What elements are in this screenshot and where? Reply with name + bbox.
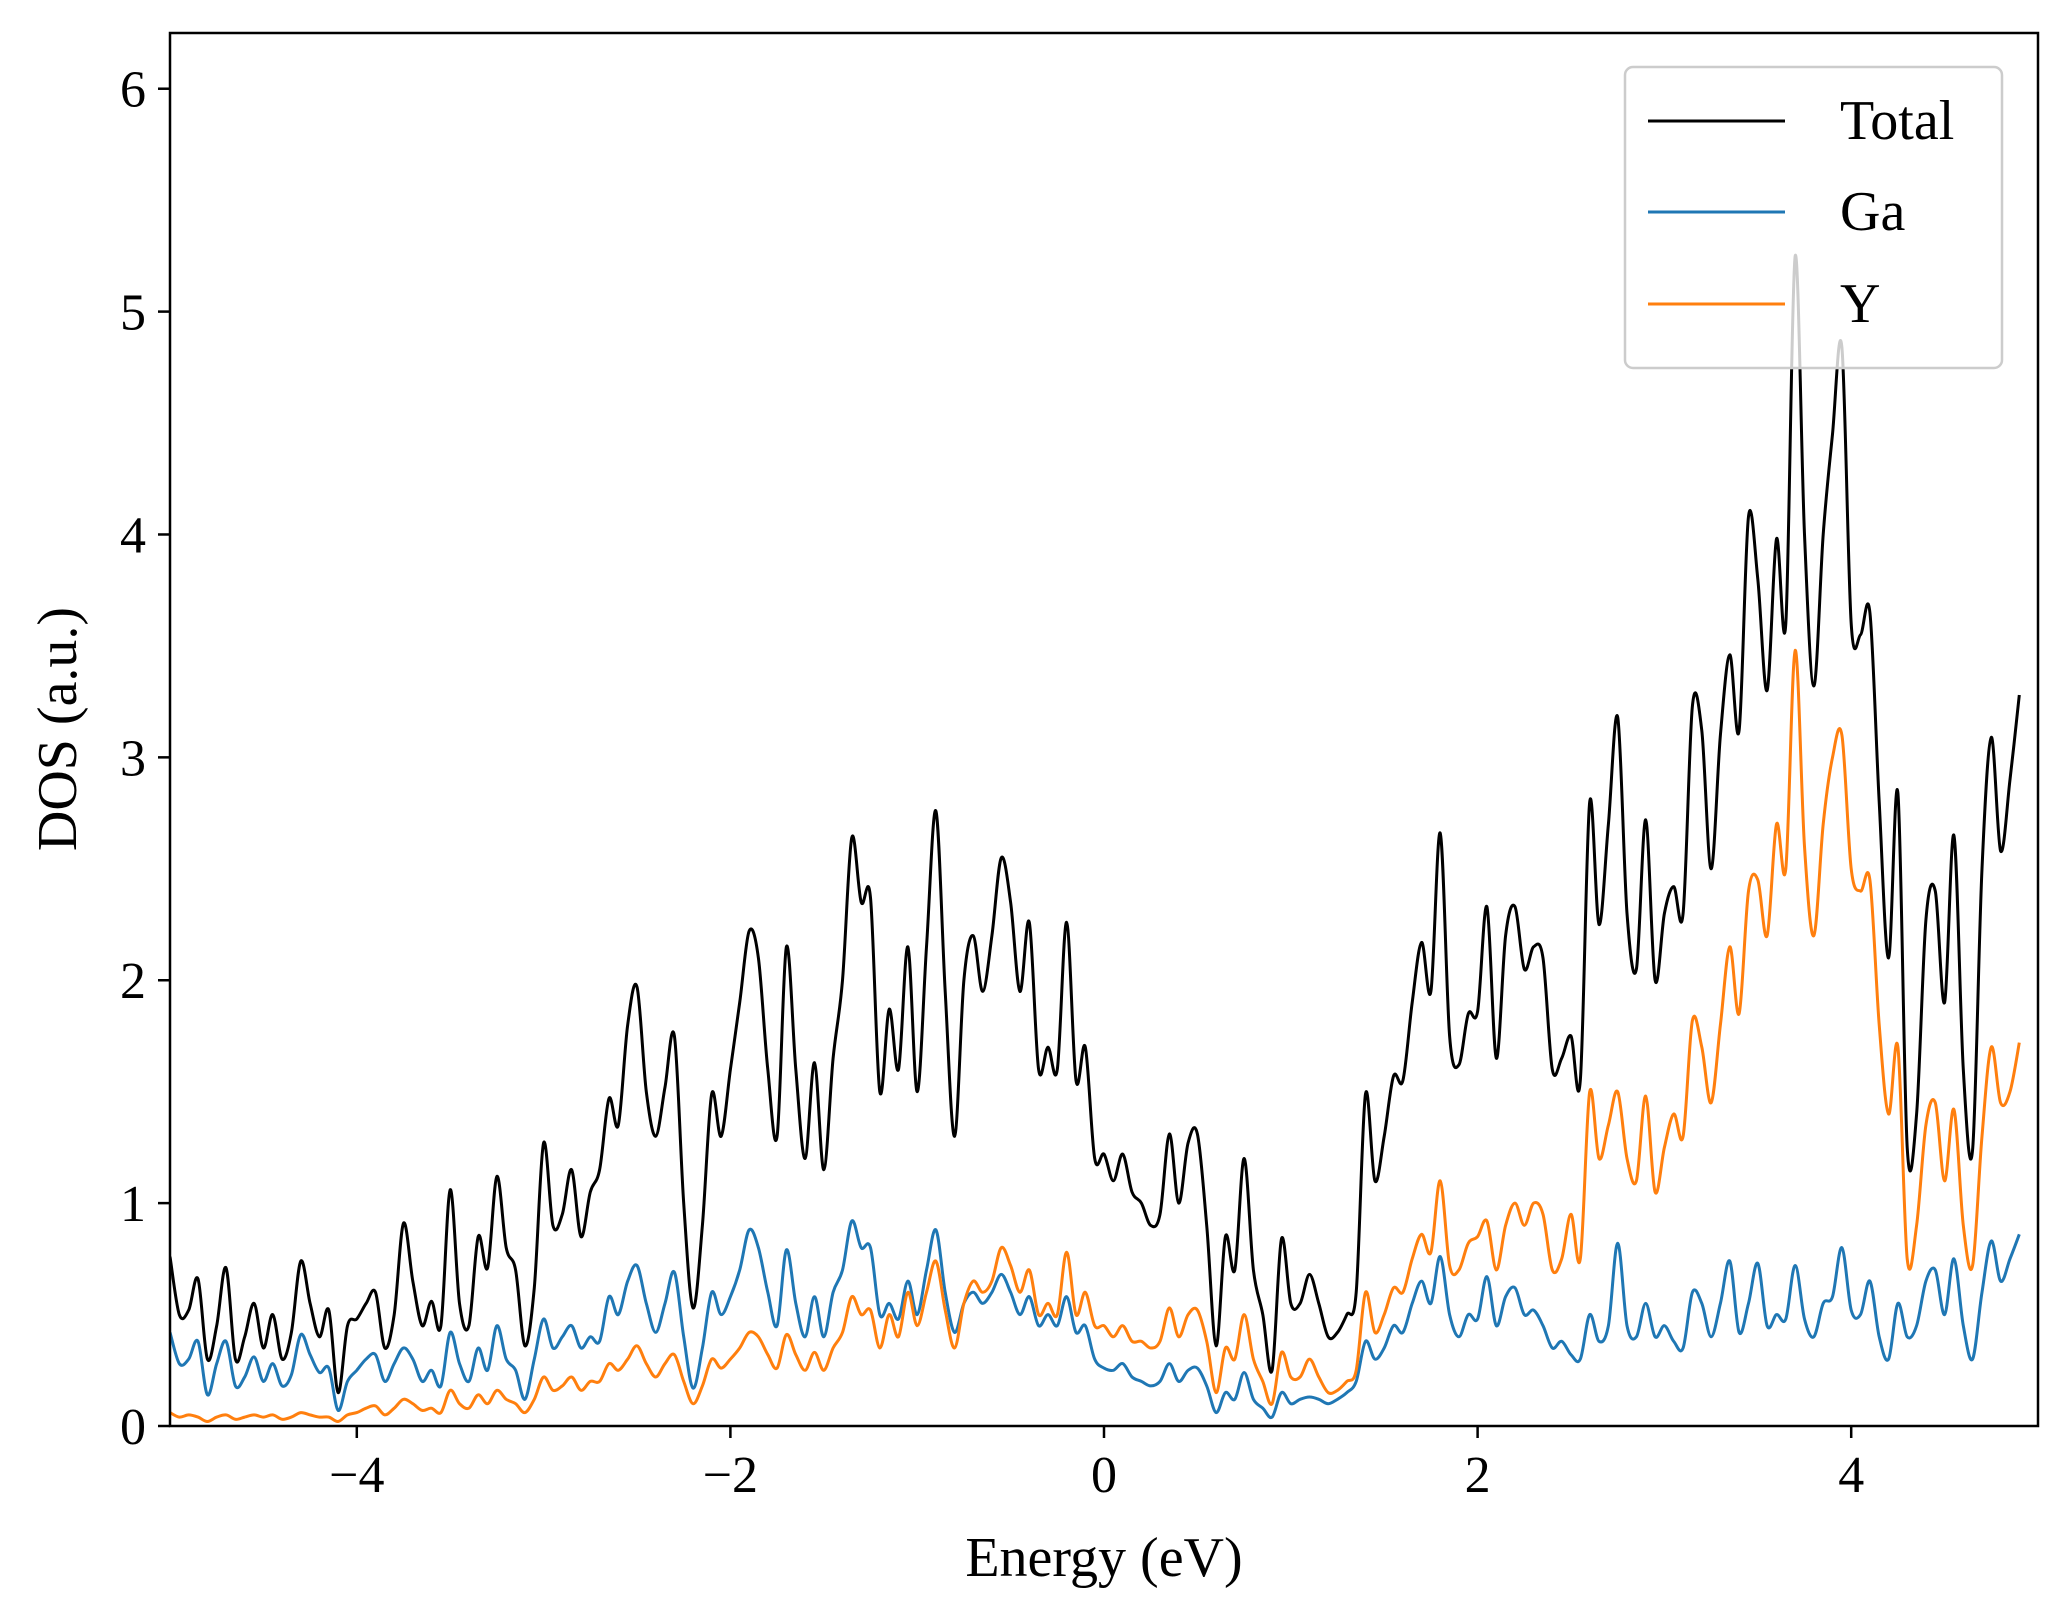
series-line-ga: [170, 1219, 2021, 1420]
y-tick-label: 6: [120, 62, 146, 119]
series-line-y: [170, 648, 2021, 1423]
x-axis-label: Energy (eV): [965, 1527, 1242, 1589]
x-tick-label: −2: [703, 1447, 758, 1504]
legend-label-y: Y: [1840, 273, 1880, 335]
x-axis: −4 −2 0 2 4: [329, 1426, 1864, 1504]
y-tick-label: 3: [120, 730, 146, 787]
y-tick-label: 4: [120, 507, 146, 564]
x-tick-label: 2: [1465, 1447, 1491, 1504]
series-line-total: [170, 254, 2021, 1395]
y-tick-label: 0: [120, 1399, 146, 1456]
x-tick-label: −4: [329, 1447, 384, 1504]
y-axis-label: DOS (a.u.): [27, 607, 89, 851]
y-axis: 0 1 2 3 4 5 6: [120, 62, 170, 1456]
legend-box: [1623, 65, 2004, 370]
y-tick-label: 2: [120, 953, 146, 1010]
y-tick-label: 5: [120, 285, 146, 342]
y-tick-label: 1: [120, 1176, 146, 1233]
x-tick-label: 4: [1838, 1447, 1864, 1504]
series-layer: [170, 254, 2021, 1423]
legend: Total Ga Y: [1623, 65, 2004, 370]
legend-label-total: Total: [1840, 90, 1954, 152]
x-tick-label: 0: [1091, 1447, 1117, 1504]
legend-label-ga: Ga: [1840, 181, 1905, 243]
